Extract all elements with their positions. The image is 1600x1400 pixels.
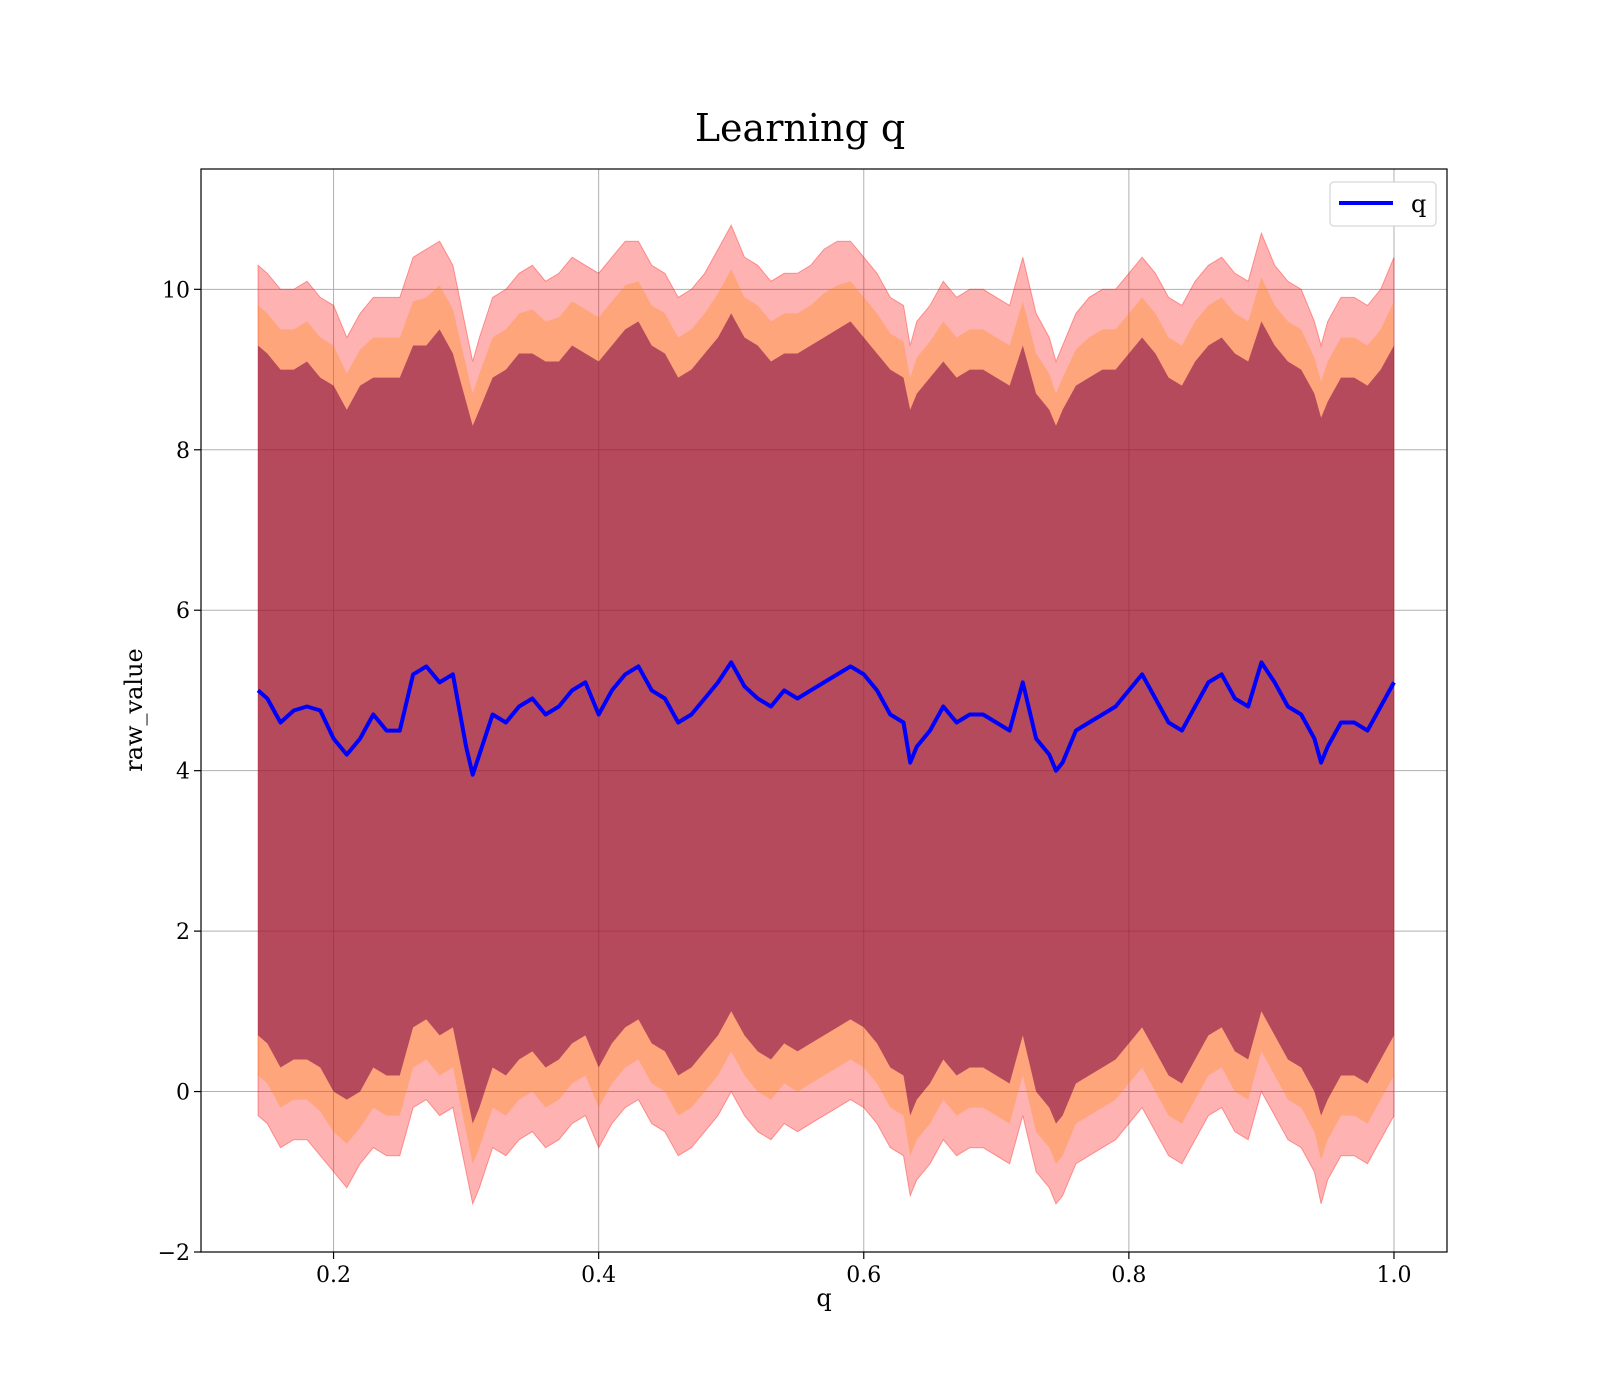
y-axis-ticks: −2 0 2 4 6 8 10	[158, 278, 201, 1266]
x-axis-ticks: 0.2 0.4 0.6 0.8 1.0	[316, 1252, 1411, 1288]
x-tick-label: 0.8	[1111, 1263, 1146, 1288]
y-axis-label: raw_value	[120, 648, 148, 772]
y-tick-label: −2	[158, 1241, 190, 1266]
legend-label: q	[1411, 190, 1426, 218]
x-axis-label: q	[816, 1284, 831, 1312]
y-tick-label: 0	[176, 1081, 190, 1106]
plot-frame	[200, 168, 1448, 1253]
x-tick-label: 1.0	[1376, 1263, 1411, 1288]
chart-title: Learning q	[695, 106, 905, 150]
y-tick-label: 6	[176, 599, 190, 624]
x-tick-label: 0.4	[581, 1263, 616, 1288]
series-lines	[256, 660, 1396, 777]
band-inner	[258, 313, 1394, 1124]
series-line-q	[256, 660, 1396, 777]
x-tick-label: 0.6	[846, 1263, 881, 1288]
y-tick-label: 8	[176, 439, 190, 464]
y-tick-label: 4	[176, 760, 190, 785]
x-tick-label: 0.2	[316, 1263, 351, 1288]
legend: q	[1329, 181, 1437, 227]
y-tick-label: 10	[162, 278, 190, 303]
y-tick-label: 2	[176, 920, 190, 945]
confidence-bands	[257, 224, 1395, 1206]
